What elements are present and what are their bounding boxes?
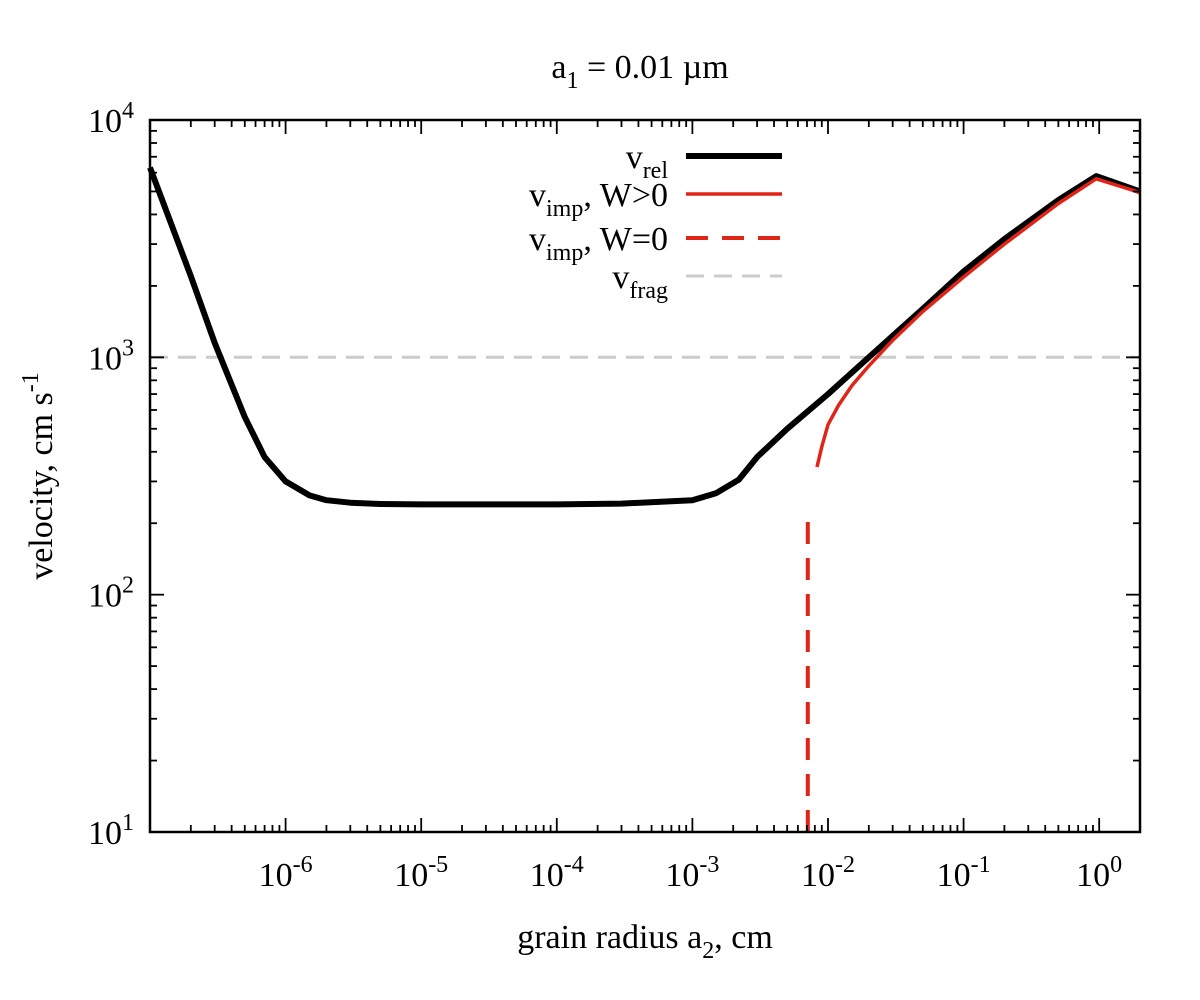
x-axis-label: grain radius a2, cm bbox=[517, 919, 773, 964]
x-tick-label: 100 bbox=[1076, 852, 1122, 894]
x-tick-label: 10-5 bbox=[394, 852, 448, 894]
plot-frame bbox=[148, 118, 1142, 834]
legend-label: vrel bbox=[626, 139, 669, 184]
chart-title: a1 = 0.01 µm bbox=[551, 49, 728, 94]
ticks-layer bbox=[149, 119, 1141, 833]
x-tick-label: 10-6 bbox=[259, 852, 313, 894]
y-tick-label: 104 bbox=[88, 98, 134, 140]
legend-label: vimp, W=0 bbox=[529, 221, 668, 266]
legend-label: vfrag bbox=[612, 259, 668, 304]
x-tick-label: 10-4 bbox=[530, 852, 584, 894]
y-axis-label: velocity, cm s-1 bbox=[18, 372, 60, 580]
legend-label: vimp, W>0 bbox=[529, 177, 668, 222]
y-tick-label: 102 bbox=[88, 573, 134, 615]
x-tick-label: 10-3 bbox=[665, 852, 719, 894]
series-line-v-rel bbox=[147, 166, 1141, 508]
labels-layer: 10-6 10-5 10-4 10-3 10-2 10-1 100 101 102 103 104 a… bbox=[18, 49, 1122, 964]
x-tick-label: 10-2 bbox=[801, 852, 855, 894]
y-tick-label: 101 bbox=[88, 810, 134, 852]
y-tick-label: 103 bbox=[88, 335, 134, 377]
series-line-v-imp-w-0 bbox=[815, 177, 1141, 468]
x-tick-label: 10-1 bbox=[937, 852, 991, 894]
series-layer bbox=[147, 166, 1141, 832]
